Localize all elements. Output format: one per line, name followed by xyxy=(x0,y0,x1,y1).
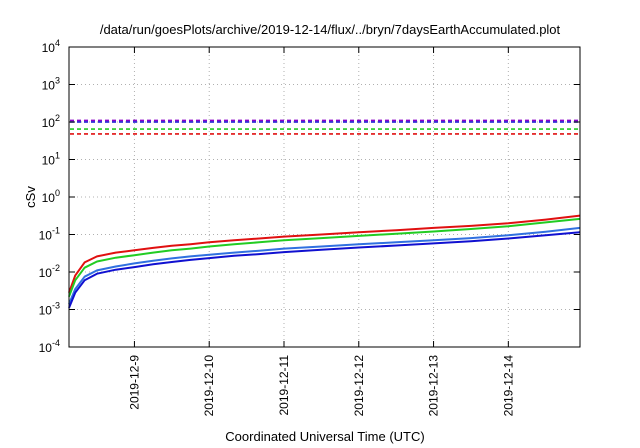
series-line xyxy=(68,231,581,309)
y-axis-label: cSv xyxy=(23,186,38,208)
y-tick-label: 10-3 xyxy=(39,301,60,318)
x-axis-label: Coordinated Universal Time (UTC) xyxy=(225,429,424,444)
x-tick-label: 2019-12-9 xyxy=(127,355,141,410)
axis-ticks xyxy=(69,46,580,348)
x-tick-label: 2019-12-13 xyxy=(427,355,441,417)
y-tick-label: 10-4 xyxy=(39,338,60,355)
y-tick-label: 100 xyxy=(42,188,60,205)
series-lines xyxy=(68,214,581,309)
series-line xyxy=(68,226,581,305)
y-tick-label: 102 xyxy=(42,113,60,130)
y-tick-label: 103 xyxy=(42,76,60,93)
chart-title: /data/run/goesPlots/archive/2019-12-14/f… xyxy=(100,22,561,37)
grid xyxy=(69,47,580,347)
x-tick-label: 2019-12-11 xyxy=(277,355,291,416)
y-tick-labels: 10-4 10-3 10-2 10-1 100 101 102 103 104 xyxy=(39,38,60,355)
y-tick-label: 104 xyxy=(42,38,60,55)
x-tick-label: 2019-12-14 xyxy=(501,355,515,417)
x-tick-label: 2019-12-12 xyxy=(352,355,366,417)
y-tick-label: 101 xyxy=(42,151,60,168)
series-line xyxy=(68,214,581,294)
x-tick-label: 2019-12-10 xyxy=(202,355,216,417)
threshold-lines xyxy=(70,119,579,135)
y-tick-label: 10-1 xyxy=(39,226,60,243)
y-tick-label: 10-2 xyxy=(39,263,60,280)
x-tick-labels: 2019-12-9 2019-12-10 2019-12-11 2019-12-12 2… xyxy=(127,355,515,417)
series-line xyxy=(68,217,581,298)
